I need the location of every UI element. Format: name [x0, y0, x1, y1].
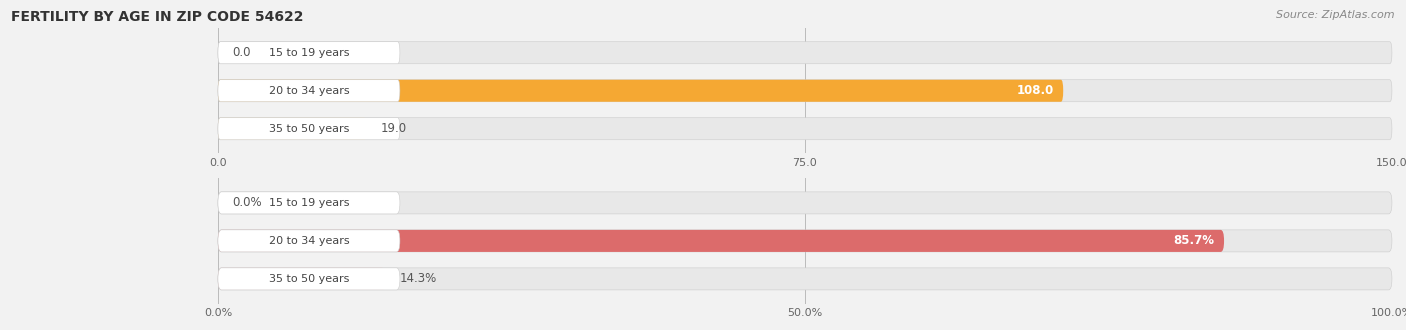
FancyBboxPatch shape	[218, 80, 1063, 102]
Text: 0.0: 0.0	[232, 46, 250, 59]
FancyBboxPatch shape	[218, 192, 399, 214]
FancyBboxPatch shape	[218, 192, 1392, 214]
Text: Source: ZipAtlas.com: Source: ZipAtlas.com	[1277, 10, 1395, 20]
FancyBboxPatch shape	[218, 118, 1392, 140]
FancyBboxPatch shape	[218, 80, 399, 102]
FancyBboxPatch shape	[218, 230, 1392, 252]
FancyBboxPatch shape	[218, 80, 1392, 102]
Text: 19.0: 19.0	[381, 122, 406, 135]
Text: 14.3%: 14.3%	[399, 272, 437, 285]
Text: FERTILITY BY AGE IN ZIP CODE 54622: FERTILITY BY AGE IN ZIP CODE 54622	[11, 10, 304, 24]
FancyBboxPatch shape	[218, 268, 1392, 290]
Text: 20 to 34 years: 20 to 34 years	[269, 236, 349, 246]
FancyBboxPatch shape	[218, 268, 399, 290]
FancyBboxPatch shape	[218, 118, 367, 140]
Text: 15 to 19 years: 15 to 19 years	[269, 198, 349, 208]
FancyBboxPatch shape	[218, 268, 385, 290]
Text: 0.0%: 0.0%	[232, 196, 262, 210]
FancyBboxPatch shape	[218, 230, 1225, 252]
FancyBboxPatch shape	[218, 42, 1392, 64]
Text: 85.7%: 85.7%	[1174, 234, 1215, 248]
FancyBboxPatch shape	[218, 42, 399, 64]
FancyBboxPatch shape	[218, 118, 399, 140]
Text: 20 to 34 years: 20 to 34 years	[269, 86, 349, 96]
Text: 108.0: 108.0	[1017, 84, 1054, 97]
Text: 35 to 50 years: 35 to 50 years	[269, 274, 349, 284]
FancyBboxPatch shape	[218, 230, 399, 252]
Text: 35 to 50 years: 35 to 50 years	[269, 124, 349, 134]
Text: 15 to 19 years: 15 to 19 years	[269, 48, 349, 58]
